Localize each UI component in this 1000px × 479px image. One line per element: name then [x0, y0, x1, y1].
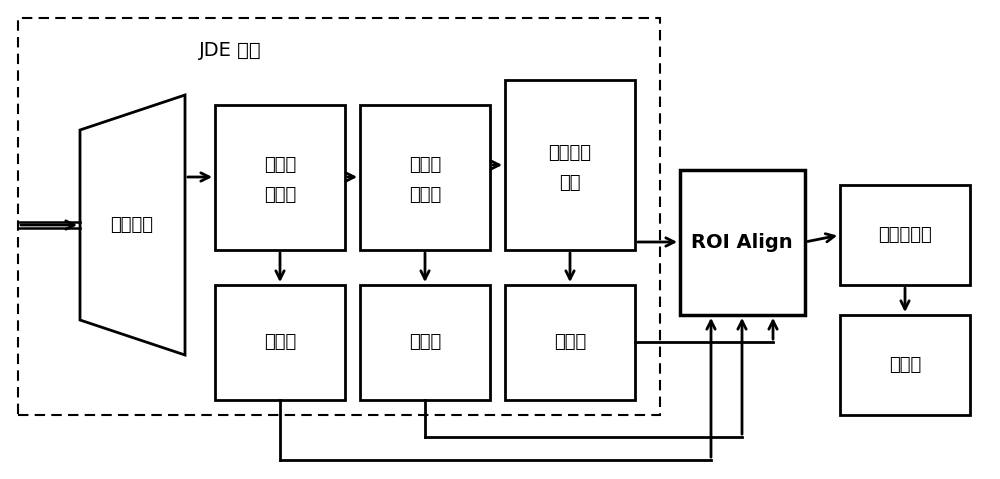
Bar: [360, 285, 490, 400]
Bar: [840, 185, 970, 285]
Text: 征图: 征图: [559, 174, 581, 192]
Text: 小尺度特: 小尺度特: [548, 144, 592, 162]
Bar: [215, 285, 345, 400]
Text: 预测头: 预测头: [409, 333, 441, 351]
Text: 预测头: 预测头: [889, 356, 921, 374]
Bar: [360, 105, 490, 250]
Bar: [18, 18, 660, 415]
Text: 第二步模型: 第二步模型: [878, 226, 932, 244]
Text: 预测头: 预测头: [554, 333, 586, 351]
Bar: [215, 105, 345, 250]
Text: 主干网络: 主干网络: [110, 216, 154, 234]
Text: 中尺度: 中尺度: [409, 156, 441, 174]
Bar: [505, 80, 635, 250]
Bar: [840, 315, 970, 415]
Bar: [680, 170, 805, 315]
Text: JDE 模型: JDE 模型: [199, 41, 261, 59]
Text: 特征图: 特征图: [409, 186, 441, 204]
Text: 特征图: 特征图: [264, 186, 296, 204]
Polygon shape: [80, 95, 185, 355]
Text: 大尺度: 大尺度: [264, 156, 296, 174]
Bar: [505, 285, 635, 400]
Text: 预测头: 预测头: [264, 333, 296, 351]
Text: ROI Align: ROI Align: [691, 232, 793, 251]
